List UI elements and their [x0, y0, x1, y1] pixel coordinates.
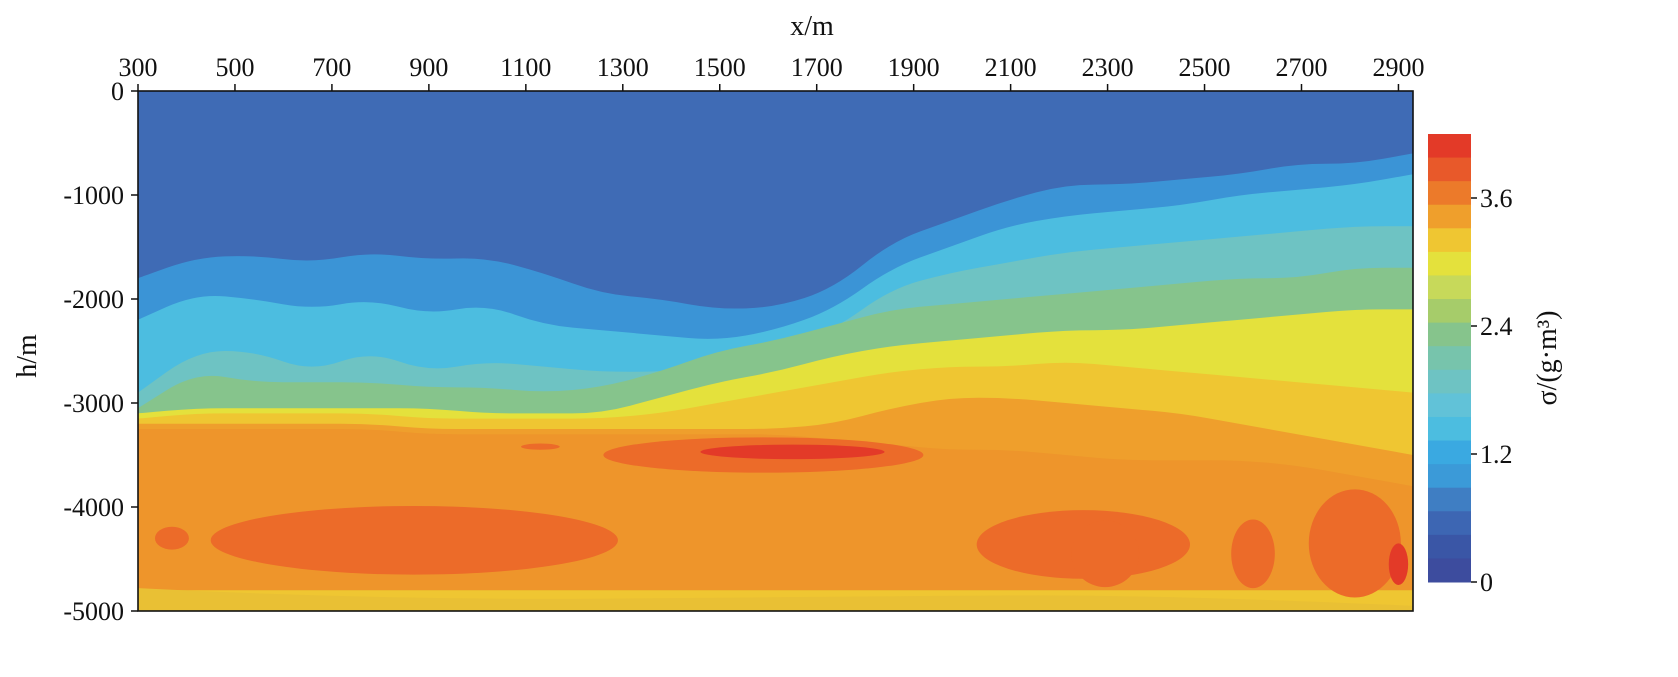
x-tick-label: 900: [409, 53, 448, 82]
high-anomaly-9: [520, 443, 560, 450]
high-anomaly-7: [1388, 543, 1409, 585]
colorbar-segment: [1428, 251, 1471, 276]
x-tick-label: 2300: [1082, 53, 1134, 82]
colorbar-segment: [1428, 322, 1471, 347]
x-tick-label: 2900: [1372, 53, 1424, 82]
colorbar-segment: [1428, 464, 1471, 489]
colorbar-segment: [1428, 369, 1471, 394]
high-anomaly-4: [1071, 520, 1140, 588]
x-tick-label: 2700: [1275, 53, 1327, 82]
high-anomaly-5: [1231, 519, 1275, 589]
y-tick-label: -2000: [63, 285, 124, 314]
x-tick-label: 500: [215, 53, 254, 82]
x-tick-label: 2500: [1179, 53, 1231, 82]
colorbar-segment: [1428, 204, 1471, 229]
colorbar-label: σ/(g·m³): [1532, 310, 1563, 405]
colorbar-tick-label: 2.4: [1480, 312, 1513, 341]
colorbar-tick-label: 0: [1480, 568, 1493, 597]
high-anomaly-6: [1308, 489, 1401, 598]
y-tick-label: -1000: [63, 181, 124, 210]
colorbar-segment: [1428, 440, 1471, 465]
high-anomaly-0: [210, 505, 618, 575]
colorbar-segment: [1428, 346, 1471, 371]
y-tick-label: 0: [111, 77, 124, 106]
colorbar-segment: [1428, 511, 1471, 536]
colorbar-segment: [1428, 134, 1471, 159]
colorbar: 0 1.2 2.4 3.6: [1428, 134, 1513, 597]
colorbar-tick-label: 3.6: [1480, 184, 1513, 213]
x-tick-label: 1700: [791, 53, 843, 82]
y-tick-label: -3000: [63, 389, 124, 418]
x-tick-label: 700: [312, 53, 351, 82]
x-tick-label: 1900: [888, 53, 940, 82]
high-anomaly-8: [154, 526, 189, 550]
band-bottom-yellow: [138, 588, 1413, 611]
colorbar-segment: [1428, 487, 1471, 512]
colorbar-segment: [1428, 299, 1471, 324]
high-anomaly-2: [700, 444, 885, 460]
colorbar-segment: [1428, 275, 1471, 300]
x-tick-label: 300: [119, 53, 158, 82]
colorbar-segment: [1428, 534, 1471, 559]
colorbar-segment: [1428, 416, 1471, 442]
x-axis-label: x/m: [790, 11, 834, 42]
y-axis: 0 -1000 -2000 -3000 -4000 -5000: [63, 77, 138, 626]
colorbar-tick-label: 1.2: [1480, 440, 1513, 469]
x-tick-label: 1500: [694, 53, 746, 82]
x-axis: 300 500 700 900 1100 1300 1500 1700 1900 2100 2300…: [119, 53, 1424, 91]
colorbar-segment: [1428, 558, 1471, 583]
plot-frame: [137, 90, 1414, 612]
x-tick-label: 2100: [985, 53, 1037, 82]
colorbar-segment: [1428, 181, 1471, 206]
colorbar-segment: [1428, 157, 1471, 182]
y-tick-label: -5000: [63, 597, 124, 626]
x-tick-label: 1300: [597, 53, 649, 82]
y-axis-label: h/m: [12, 334, 43, 378]
contour-fill-area: [138, 91, 1413, 611]
colorbar-segment: [1428, 393, 1471, 418]
colorbar-segment: [1428, 228, 1471, 253]
x-tick-label: 1100: [500, 53, 551, 82]
y-tick-label: -4000: [63, 493, 124, 522]
